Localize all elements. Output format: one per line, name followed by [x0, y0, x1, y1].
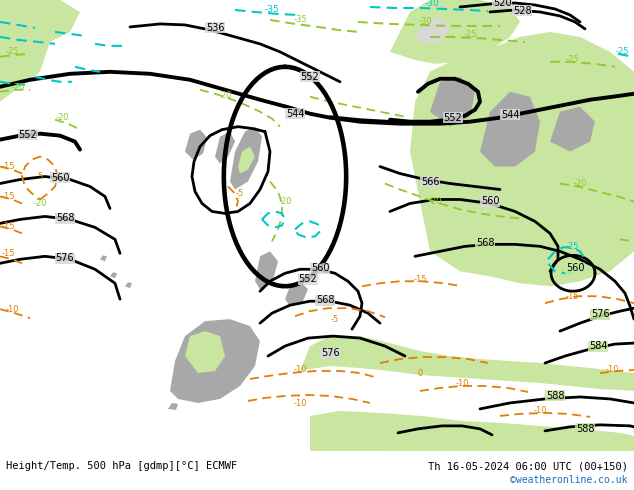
Text: -15: -15: [1, 162, 15, 171]
Text: 588: 588: [576, 424, 594, 434]
Text: -30: -30: [425, 0, 439, 8]
Text: 584: 584: [589, 341, 607, 351]
Text: 552: 552: [301, 72, 320, 82]
Text: 552: 552: [444, 113, 462, 122]
Polygon shape: [300, 336, 634, 391]
Text: 552: 552: [18, 130, 37, 140]
Text: -25: -25: [5, 48, 19, 56]
Text: 588: 588: [546, 391, 564, 401]
Text: 528: 528: [513, 6, 531, 16]
Polygon shape: [415, 17, 450, 44]
Text: -15: -15: [413, 275, 427, 284]
Text: 560: 560: [311, 263, 329, 273]
Text: 576: 576: [321, 348, 339, 358]
Polygon shape: [310, 411, 634, 451]
Polygon shape: [185, 331, 225, 373]
Text: -25: -25: [566, 242, 579, 251]
Text: -25: -25: [463, 30, 477, 39]
Text: -20: -20: [33, 199, 47, 208]
Polygon shape: [100, 255, 107, 261]
Text: 536: 536: [206, 23, 224, 33]
Text: ©weatheronline.co.uk: ©weatheronline.co.uk: [510, 475, 628, 485]
Text: -15: -15: [566, 292, 579, 301]
Text: 0: 0: [417, 368, 423, 377]
Text: -25: -25: [566, 55, 579, 64]
Text: -5: -5: [236, 189, 244, 198]
Polygon shape: [255, 251, 278, 289]
Polygon shape: [168, 403, 178, 410]
Polygon shape: [238, 147, 255, 173]
Text: 576: 576: [56, 253, 74, 263]
Text: -35: -35: [264, 5, 280, 15]
Polygon shape: [0, 0, 80, 62]
Text: -10: -10: [294, 399, 307, 409]
Text: 520: 520: [493, 0, 511, 8]
Text: 568: 568: [56, 214, 74, 223]
Text: -10: -10: [294, 365, 307, 373]
Text: 560: 560: [566, 263, 585, 273]
Polygon shape: [170, 319, 260, 403]
Text: -35: -35: [293, 16, 307, 24]
Polygon shape: [380, 416, 634, 451]
Text: 568: 568: [316, 295, 334, 305]
Polygon shape: [185, 130, 207, 160]
Text: -20: -20: [428, 197, 442, 206]
Text: -15: -15: [1, 192, 15, 201]
Text: -20: -20: [55, 113, 68, 122]
Polygon shape: [430, 77, 475, 126]
Polygon shape: [550, 107, 595, 151]
Text: -30: -30: [418, 18, 432, 26]
Polygon shape: [480, 92, 540, 167]
Text: -20: -20: [573, 179, 586, 188]
Text: 576: 576: [591, 309, 609, 319]
Text: -15: -15: [1, 222, 15, 231]
Text: -25: -25: [615, 48, 629, 56]
Text: Height/Temp. 500 hPa [gdmp][°C] ECMWF: Height/Temp. 500 hPa [gdmp][°C] ECMWF: [6, 462, 238, 471]
Text: -15: -15: [1, 249, 15, 258]
Text: -5: -5: [331, 315, 339, 324]
Text: -20: -20: [11, 83, 25, 92]
Text: Th 16-05-2024 06:00 UTC (00+150): Th 16-05-2024 06:00 UTC (00+150): [428, 462, 628, 471]
Text: -10: -10: [605, 365, 619, 373]
Text: -10: -10: [5, 305, 19, 314]
Text: 566: 566: [421, 176, 439, 187]
Text: 552: 552: [299, 274, 318, 284]
Text: -20: -20: [278, 197, 292, 206]
Polygon shape: [125, 282, 132, 288]
Polygon shape: [390, 0, 520, 64]
Text: -10: -10: [455, 379, 469, 389]
Text: -10: -10: [533, 406, 547, 416]
Polygon shape: [285, 281, 308, 306]
Text: 568: 568: [476, 238, 495, 248]
Polygon shape: [230, 126, 262, 190]
Polygon shape: [0, 32, 50, 102]
Polygon shape: [410, 32, 634, 286]
Text: 560: 560: [51, 172, 69, 183]
Text: 544: 544: [286, 109, 304, 119]
Text: 5: 5: [37, 172, 42, 181]
Text: -20: -20: [218, 91, 232, 100]
Text: 560: 560: [481, 196, 499, 206]
Text: 544: 544: [501, 110, 519, 120]
Polygon shape: [110, 272, 117, 278]
Polygon shape: [215, 132, 235, 164]
